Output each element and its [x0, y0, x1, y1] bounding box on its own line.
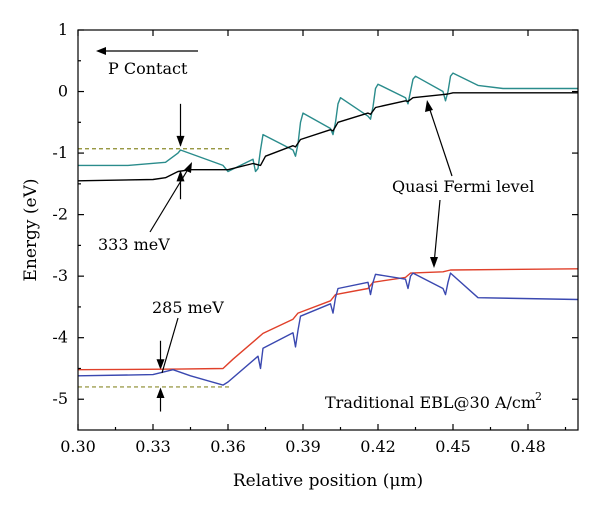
x-tick-label-3: 0.39 — [285, 437, 321, 456]
axis-ticks: 0.30 0.33 0.36 0.39 0.42 0.45 0.48 1 0 -1 -2 -3 -4 -5 — [52, 20, 578, 456]
x-tick-label-1: 0.33 — [135, 437, 171, 456]
gap-lower-label: 285 meV — [152, 298, 224, 317]
condition-superscript: 2 — [535, 390, 542, 403]
gap-upper-label: 333 meV — [98, 235, 170, 254]
gap-upper-pointer — [149, 165, 191, 233]
gap-lower-top-arrowhead — [156, 359, 165, 370]
quasi-fermi-arrowhead-lower — [430, 257, 438, 268]
condition-label: Traditional EBL@30 A/cm — [325, 393, 536, 412]
y-tick-label-6: -5 — [52, 389, 68, 408]
x-tick-label-6: 0.48 — [510, 437, 546, 456]
series-line-0 — [78, 72, 578, 173]
y-tick-label-1: 0 — [58, 82, 68, 101]
quasi-fermi-arrow-lower — [433, 199, 441, 265]
y-tick-label-2: -1 — [52, 143, 68, 162]
gap-upper-pointer-head — [184, 162, 192, 173]
p-contact-arrowhead — [96, 47, 106, 55]
p-contact-label: P Contact — [108, 59, 188, 78]
y-tick-label-3: -2 — [52, 205, 68, 224]
gap-lower-pointer — [161, 317, 179, 374]
y-tick-label-5: -4 — [52, 328, 68, 347]
y-tick-label-0: 1 — [58, 20, 68, 39]
x-tick-label-5: 0.45 — [435, 437, 471, 456]
quasi-fermi-arrow-upper — [427, 103, 453, 177]
gap-lower-bottom-arrowhead — [156, 387, 165, 398]
x-tick-label-2: 0.36 — [210, 437, 246, 456]
y-tick-label-4: -3 — [52, 266, 68, 285]
series-line-1 — [77, 92, 578, 182]
x-tick-label-0: 0.30 — [60, 437, 96, 456]
quasi-fermi-arrowhead-upper — [425, 100, 433, 112]
x-tick-label-4: 0.42 — [360, 437, 396, 456]
gap-upper-top-arrowhead — [176, 135, 185, 147]
x-axis-title: Relative position (μm) — [233, 471, 423, 491]
quasi-fermi-label: Quasi Fermi level — [392, 177, 534, 196]
y-axis-title: Energy (eV) — [21, 178, 41, 281]
series-line-2 — [77, 268, 579, 371]
series-line-3 — [77, 272, 579, 386]
plot-frame — [77, 29, 579, 431]
